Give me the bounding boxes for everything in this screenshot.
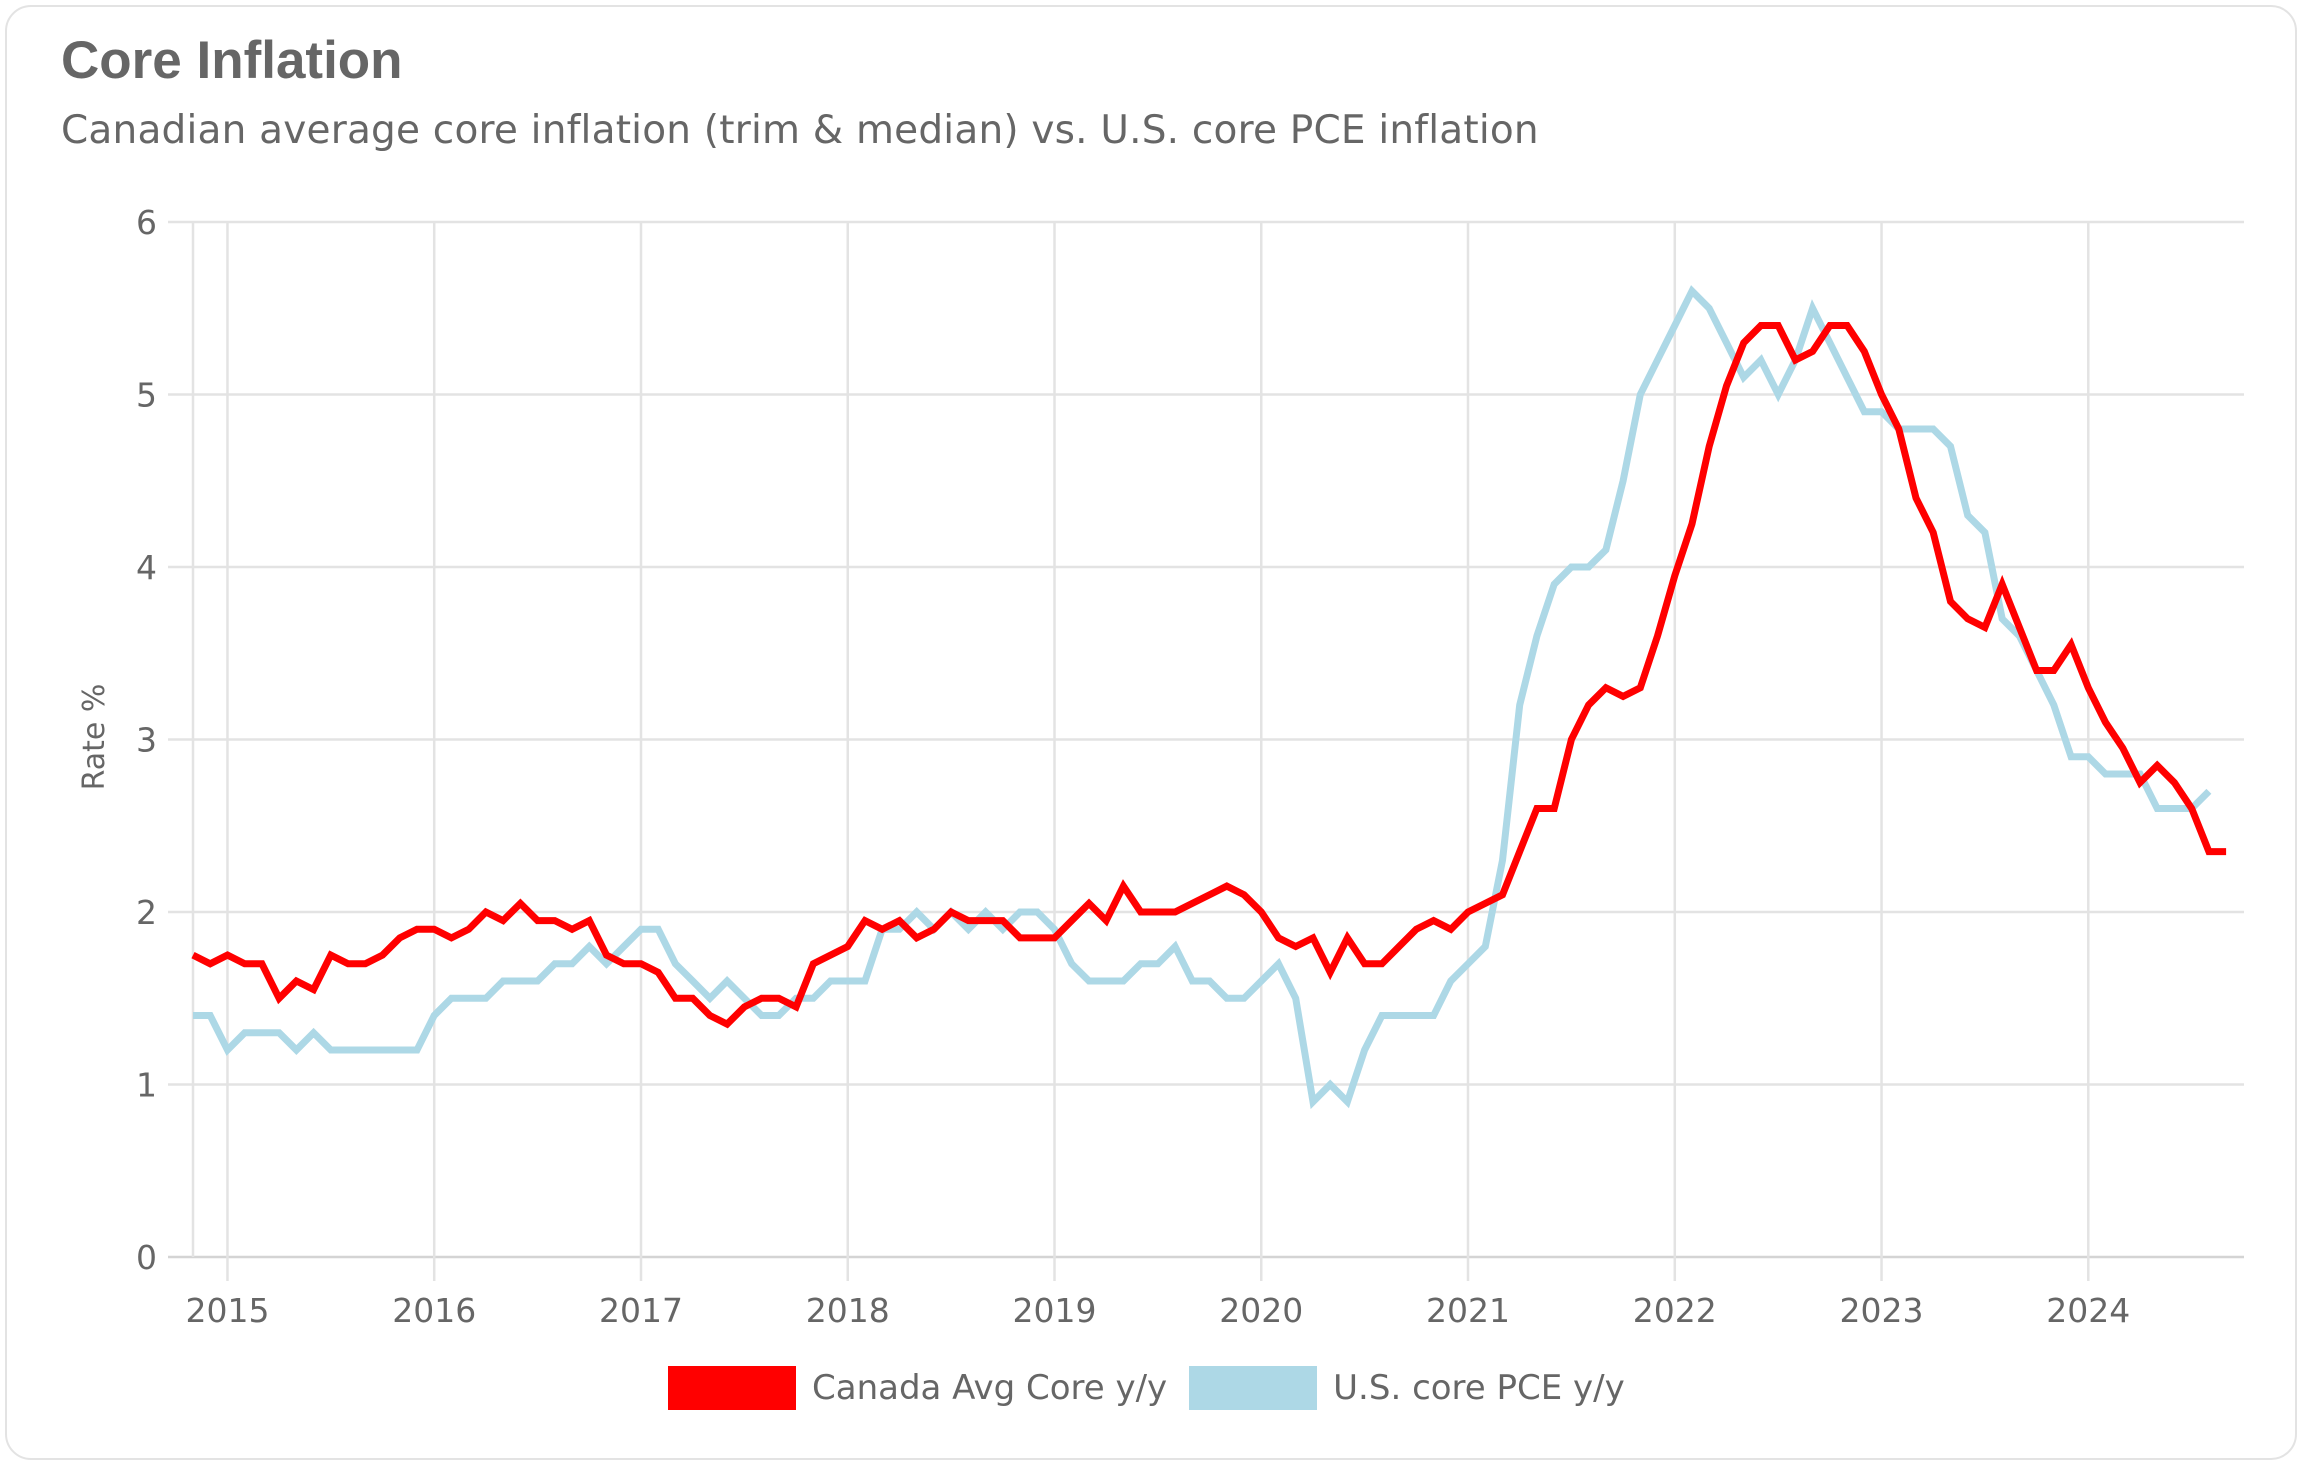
y-axis-title: Rate %: [77, 684, 112, 791]
chart-card: [5, 5, 2297, 1460]
x-tick-label: 2023: [1840, 1291, 1924, 1330]
x-tick-label: 2024: [2046, 1291, 2130, 1330]
x-tick-label: 2022: [1633, 1291, 1717, 1330]
legend-label-canada: Canada Avg Core y/y: [812, 1368, 1168, 1408]
x-tick-label: 2016: [392, 1291, 476, 1330]
legend-item-us[interactable]: U.S. core PCE y/y: [1189, 1366, 1625, 1410]
legend: Canada Avg Core y/y U.S. core PCE y/y: [668, 1366, 1647, 1410]
x-tick-label: 2017: [599, 1291, 683, 1330]
legend-swatch-canada: [668, 1366, 796, 1410]
x-tick-label: 2019: [1013, 1291, 1097, 1330]
x-tick-label: 2015: [185, 1291, 269, 1330]
legend-swatch-us: [1189, 1366, 1318, 1410]
y-tick-label: 6: [136, 203, 157, 242]
x-tick-label: 2021: [1426, 1291, 1510, 1330]
x-tick-label: 2018: [806, 1291, 890, 1330]
chart-subtitle: Canadian average core inflation (trim & …: [61, 108, 1539, 153]
x-tick-label: 2020: [1219, 1291, 1303, 1330]
y-tick-label: 0: [136, 1238, 157, 1277]
legend-item-canada[interactable]: Canada Avg Core y/y: [668, 1366, 1167, 1410]
legend-label-us: U.S. core PCE y/y: [1333, 1368, 1625, 1408]
y-tick-label: 3: [136, 721, 157, 760]
grid: [168, 220, 2244, 1281]
y-tick-label: 5: [136, 376, 157, 415]
series-lines: [191, 285, 2227, 1110]
y-tick-label: 2: [136, 893, 157, 932]
y-tick-label: 1: [136, 1066, 157, 1105]
series-line-us: [193, 285, 2212, 1110]
chart-title: Core Inflation: [61, 31, 403, 90]
axes: 0 1 2 3 4 5 6 2015 2016 2017 2018 2019 2020 2021 2022 2…: [136, 203, 2130, 1330]
y-tick-label: 4: [136, 548, 157, 587]
series-line-canada: [191, 322, 2227, 1029]
